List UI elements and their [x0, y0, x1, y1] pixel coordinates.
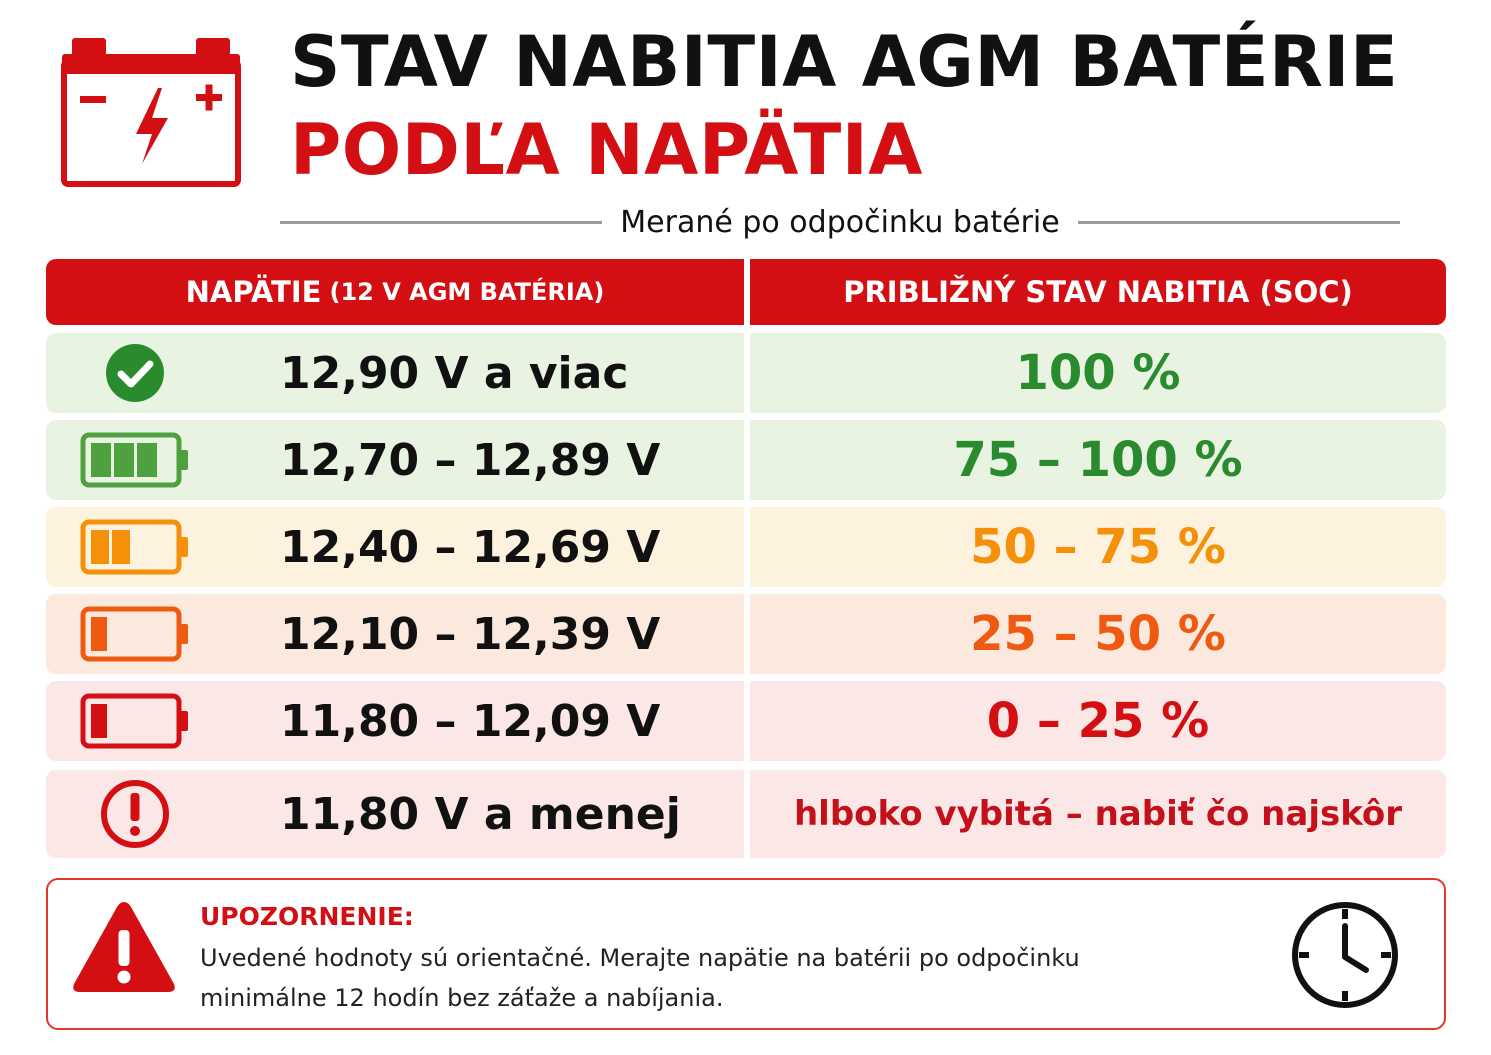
warning-text: Uvedené hodnoty sú orientačné. Merajte n…: [200, 938, 1200, 1018]
subtitle: Merané po odpočinku batérie: [620, 204, 1060, 240]
soc-cell: 100 %: [750, 333, 1446, 413]
divider: [280, 220, 603, 224]
clock-icon: [1292, 902, 1398, 1008]
page-title: STAV NABITIA AGM BATÉRIE: [290, 21, 1399, 103]
table-row: 12,10 – 12,39 V 25 – 50 %: [46, 594, 1446, 674]
column-header-label: PRIBLIŽNÝ STAV NABITIA (SOC): [843, 275, 1353, 309]
soc-value: 100 %: [1015, 345, 1181, 401]
soc-cell: hlboko vybitá – nabiť čo najskôr: [750, 770, 1446, 858]
voltage-cell: 12,10 – 12,39 V: [46, 594, 744, 674]
soc-cell: 25 – 50 %: [750, 594, 1446, 674]
voltage-value: 12,10 – 12,39 V: [280, 608, 661, 660]
table-row: 12,90 V a viac 100 %: [46, 333, 1446, 413]
voltage-cell: 12,70 – 12,89 V: [46, 420, 744, 500]
page-title-highlight: PODĽA NAPÄTIA: [290, 109, 923, 191]
warning-text-line: minimálne 12 hodín bez záťaže a nabíjani…: [200, 984, 724, 1012]
column-header-label: NAPÄTIE: [185, 275, 322, 309]
table-header: NAPÄTIE (12 V AGM BATÉRIA) PRIBLIŽNÝ STA…: [46, 259, 1446, 325]
table-row: 12,70 – 12,89 V 75 – 100 %: [46, 420, 1446, 500]
voltage-value: 11,80 V a menej: [280, 788, 681, 840]
soc-value: 25 – 50 %: [970, 606, 1226, 662]
soc-cell: 75 – 100 %: [750, 420, 1446, 500]
warning-title: UPOZORNENIE:: [200, 902, 414, 931]
warning-box: UPOZORNENIE: Uvedené hodnoty sú orientač…: [46, 878, 1446, 1030]
soc-value: 50 – 75 %: [970, 519, 1226, 575]
voltage-value: 12,70 – 12,89 V: [280, 434, 661, 486]
column-header-soc: PRIBLIŽNÝ STAV NABITIA (SOC): [750, 259, 1446, 325]
warning-triangle-icon: [73, 902, 175, 992]
table-row: 12,40 – 12,69 V 50 – 75 %: [46, 507, 1446, 587]
battery-full-icon: [80, 430, 190, 490]
divider: [1077, 220, 1401, 224]
voltage-cell: 12,90 V a viac: [46, 333, 744, 413]
soc-value: 75 – 100 %: [953, 432, 1243, 488]
car-battery-icon: [61, 38, 241, 187]
soc-cell: 0 – 25 %: [750, 681, 1446, 761]
warning-text-line: Uvedené hodnoty sú orientačné. Merajte n…: [200, 944, 1080, 972]
battery-critical-icon: [80, 691, 190, 751]
voltage-value: 11,80 – 12,09 V: [280, 695, 661, 747]
voltage-value: 12,90 V a viac: [280, 347, 629, 399]
table-row: 11,80 V a menej hlboko vybitá – nabiť čo…: [46, 770, 1446, 858]
column-header-voltage: NAPÄTIE (12 V AGM BATÉRIA): [46, 259, 744, 325]
voltage-value: 12,40 – 12,69 V: [280, 521, 661, 573]
voltage-cell: 11,80 – 12,09 V: [46, 681, 744, 761]
soc-value: hlboko vybitá – nabiť čo najskôr: [793, 794, 1403, 834]
column-header-sublabel: (12 V AGM BATÉRIA): [329, 278, 605, 306]
voltage-cell: 12,40 – 12,69 V: [46, 507, 744, 587]
table-row: 11,80 – 12,09 V 0 – 25 %: [46, 681, 1446, 761]
battery-half-icon: [80, 517, 190, 577]
exclamation-circle-icon: [80, 780, 190, 848]
soc-value: 0 – 25 %: [986, 693, 1210, 749]
subtitle-row: Merané po odpočinku batérie: [280, 200, 1401, 244]
battery-low-icon: [80, 604, 190, 664]
soc-cell: 50 – 75 %: [750, 507, 1446, 587]
voltage-cell: 11,80 V a menej: [46, 770, 744, 858]
check-circle-icon: [80, 343, 190, 403]
